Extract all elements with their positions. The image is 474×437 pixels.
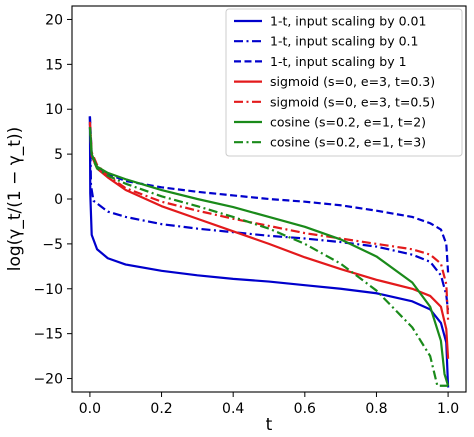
legend-label: 1-t, input scaling by 0.1: [270, 34, 418, 49]
y-tick-label: −15: [33, 327, 63, 343]
series-line-1: [88, 116, 450, 388]
x-tick-label: 0.0: [79, 401, 101, 417]
legend-label: cosine (s=0.2, e=1, t=2): [270, 115, 426, 130]
x-axis-title: t: [266, 415, 273, 435]
legend-label: sigmoid (s=0, e=3, t=0.3): [270, 74, 435, 89]
x-tick-label: 0.8: [365, 401, 387, 417]
y-tick-label: 20: [45, 12, 63, 28]
legend-label: sigmoid (s=0, e=3, t=0.5): [270, 94, 435, 109]
legend-label: 1-t, input scaling by 0.01: [270, 14, 426, 29]
y-tick-label: 0: [54, 192, 63, 208]
series-line-4: [88, 123, 450, 359]
y-tick-label: 10: [45, 102, 63, 118]
x-tick-label: 1.0: [437, 401, 459, 417]
y-tick-label: −20: [33, 372, 63, 388]
y-axis-title: log(γ_t/(1 − γ_t)): [5, 127, 25, 272]
series-layer: [88, 116, 450, 388]
y-tick-label: 5: [54, 147, 63, 163]
y-tick-label: 15: [45, 57, 63, 73]
legend-label: 1-t, input scaling by 1: [270, 54, 407, 69]
x-tick-label: 0.6: [294, 401, 316, 417]
x-tick-label: 0.2: [150, 401, 172, 417]
series-line-2: [88, 116, 450, 312]
legend: 1-t, input scaling by 0.01 1-t, input sca…: [225, 8, 463, 157]
y-tick-label: −10: [33, 282, 63, 298]
x-tick-label: 0.4: [222, 401, 244, 417]
y-tick-label: −5: [42, 237, 63, 253]
legend-label: cosine (s=0.2, e=1, t=3): [270, 135, 426, 150]
x-axis-ticks: 0.0 0.2 0.4 0.6 0.8 1.0: [79, 392, 459, 417]
series-line-6: [88, 127, 450, 387]
legend-box: [225, 8, 463, 157]
series-line-7: [88, 127, 449, 387]
y-axis-ticks: 20 15 10 5 0 −5 −10 −15 −20: [33, 12, 72, 388]
